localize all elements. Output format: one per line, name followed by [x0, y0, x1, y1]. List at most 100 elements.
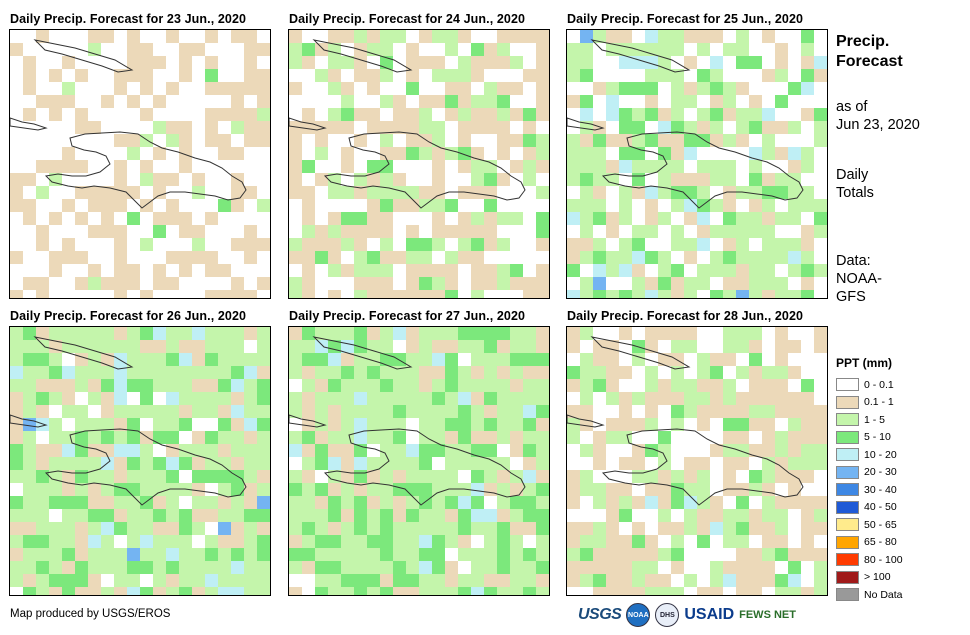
precip-cell — [127, 340, 140, 353]
precip-cell — [788, 199, 801, 212]
precip-cell — [445, 108, 458, 121]
precip-cell — [484, 95, 497, 108]
precip-cell — [523, 509, 536, 522]
precip-cell — [658, 30, 671, 43]
cuba-outline — [312, 336, 413, 370]
precip-cell — [497, 327, 510, 340]
precip-cell — [567, 379, 580, 392]
precip-cell — [710, 587, 723, 595]
legend-label: 30 - 40 — [864, 483, 897, 496]
precip-cell — [619, 457, 632, 470]
precip-cell — [671, 340, 684, 353]
precip-cell — [393, 173, 406, 186]
precip-cell — [205, 212, 218, 225]
precip-cell — [36, 366, 49, 379]
precip-cell — [140, 405, 153, 418]
precip-cell — [497, 212, 510, 225]
precip-cell — [536, 264, 549, 277]
precip-cell — [458, 340, 471, 353]
precip-cell — [419, 587, 432, 595]
precip-cell — [127, 327, 140, 340]
precip-cell — [257, 134, 270, 147]
precip-cell — [328, 56, 341, 69]
legend-label: 40 - 50 — [864, 501, 897, 514]
precip-cell — [23, 457, 36, 470]
legend-item: 20 - 30 — [836, 464, 903, 482]
precip-cell — [315, 561, 328, 574]
precip-cell — [671, 173, 684, 186]
precip-cell — [471, 418, 484, 431]
precip-cell — [140, 509, 153, 522]
precip-cell — [567, 43, 580, 56]
precip-cell — [458, 405, 471, 418]
precip-cell — [458, 444, 471, 457]
precip-cell — [645, 496, 658, 509]
legend-swatch — [836, 465, 859, 479]
precip-cell — [218, 147, 231, 160]
precip-cell — [645, 483, 658, 496]
precip-cell — [341, 587, 354, 595]
precip-cell — [523, 418, 536, 431]
precip-cell — [736, 522, 749, 535]
precip-cell — [354, 186, 367, 199]
precip-cell — [328, 82, 341, 95]
precip-cell — [671, 160, 684, 173]
precip-cell — [593, 522, 606, 535]
precip-cell — [315, 431, 328, 444]
precip-cell — [671, 82, 684, 95]
legend-swatch — [836, 500, 859, 514]
precip-cell — [671, 327, 684, 340]
precip-cell — [315, 483, 328, 496]
precip-cell — [432, 147, 445, 160]
precip-cell — [289, 496, 302, 509]
precip-cell — [218, 379, 231, 392]
precip-cell — [127, 353, 140, 366]
precip-cell — [419, 431, 432, 444]
precip-cell — [606, 574, 619, 587]
precip-cell — [471, 225, 484, 238]
precip-cell — [697, 353, 710, 366]
legend-label: 65 - 80 — [864, 536, 897, 549]
precip-cell — [445, 457, 458, 470]
precip-cell — [723, 212, 736, 225]
precip-cell — [671, 548, 684, 561]
precip-cell — [406, 483, 419, 496]
precip-cell — [101, 431, 114, 444]
precip-cell — [289, 277, 302, 290]
precip-cell — [445, 444, 458, 457]
precip-cell — [801, 82, 814, 95]
precip-cell — [23, 522, 36, 535]
precip-cell — [127, 561, 140, 574]
precip-cell — [697, 108, 710, 121]
precip-cell — [523, 522, 536, 535]
precip-cell — [153, 561, 166, 574]
precip-cell — [75, 108, 88, 121]
precip-cell — [684, 238, 697, 251]
precip-cell — [593, 147, 606, 160]
precip-cell — [302, 431, 315, 444]
precip-cell — [510, 574, 523, 587]
precip-cell — [367, 574, 380, 587]
precip-cell — [432, 212, 445, 225]
precip-cell — [10, 405, 23, 418]
precip-cell — [328, 405, 341, 418]
precip-cell — [445, 147, 458, 160]
precip-cell — [749, 470, 762, 483]
precip-cell — [36, 587, 49, 595]
precip-cell — [536, 108, 549, 121]
legend-swatch — [836, 483, 859, 497]
precip-cell — [354, 548, 367, 561]
precip-cell — [328, 379, 341, 392]
precip-cell — [101, 353, 114, 366]
precip-cell — [328, 186, 341, 199]
precip-cell — [289, 353, 302, 366]
precip-cell — [341, 548, 354, 561]
precip-cell — [205, 134, 218, 147]
precip-cell — [458, 69, 471, 82]
precip-cell — [114, 353, 127, 366]
precip-cell — [289, 470, 302, 483]
precip-cell — [567, 535, 580, 548]
precip-cell — [606, 379, 619, 392]
precip-cell — [723, 43, 736, 56]
precip-cell — [166, 251, 179, 264]
